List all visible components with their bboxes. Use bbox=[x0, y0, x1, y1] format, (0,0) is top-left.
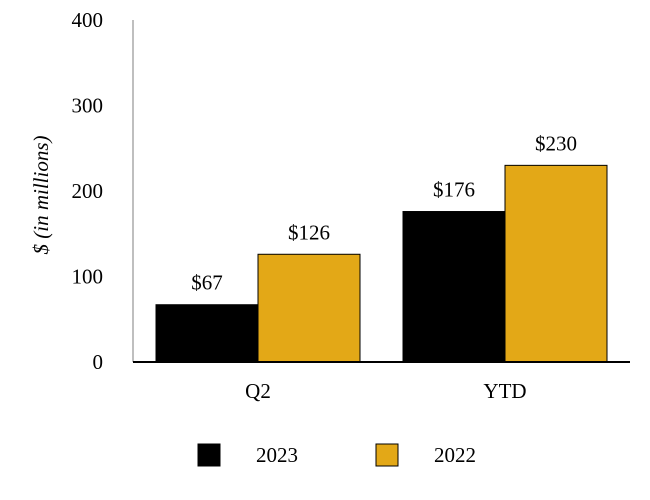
legend-swatch-2023 bbox=[197, 443, 221, 467]
y-tick-label: 200 bbox=[72, 179, 104, 203]
data-label-2022-q2: $126 bbox=[288, 220, 330, 244]
data-label-2022-ytd: $230 bbox=[535, 131, 577, 155]
bars bbox=[133, 164, 630, 363]
category-labels: Q2 YTD bbox=[245, 379, 526, 403]
bar-2023-ytd bbox=[402, 211, 506, 363]
y-axis-label: $ (in millions) bbox=[29, 135, 53, 254]
data-label-2023-q2: $67 bbox=[191, 271, 223, 295]
legend-label-2023: 2023 bbox=[256, 443, 298, 467]
data-labels: $67 $126 $176 $230 bbox=[191, 131, 577, 294]
y-tick-label: 0 bbox=[93, 350, 104, 374]
legend-label-2022: 2022 bbox=[434, 443, 476, 467]
data-label-2023-ytd: $176 bbox=[433, 178, 475, 202]
y-tick-label: 400 bbox=[72, 8, 104, 32]
legend-swatch-2022 bbox=[375, 443, 399, 467]
y-tick-label: 300 bbox=[72, 94, 104, 118]
x-tick-label: Q2 bbox=[245, 379, 271, 403]
bar-2022-ytd bbox=[504, 164, 608, 363]
y-axis: 0 100 200 300 400 bbox=[72, 8, 134, 374]
y-tick-label: 100 bbox=[72, 265, 104, 289]
bar-2022-q2 bbox=[257, 253, 361, 363]
legend: 2023 2022 bbox=[197, 443, 476, 467]
x-tick-label: YTD bbox=[483, 379, 526, 403]
bar-2023-q2 bbox=[155, 304, 259, 363]
